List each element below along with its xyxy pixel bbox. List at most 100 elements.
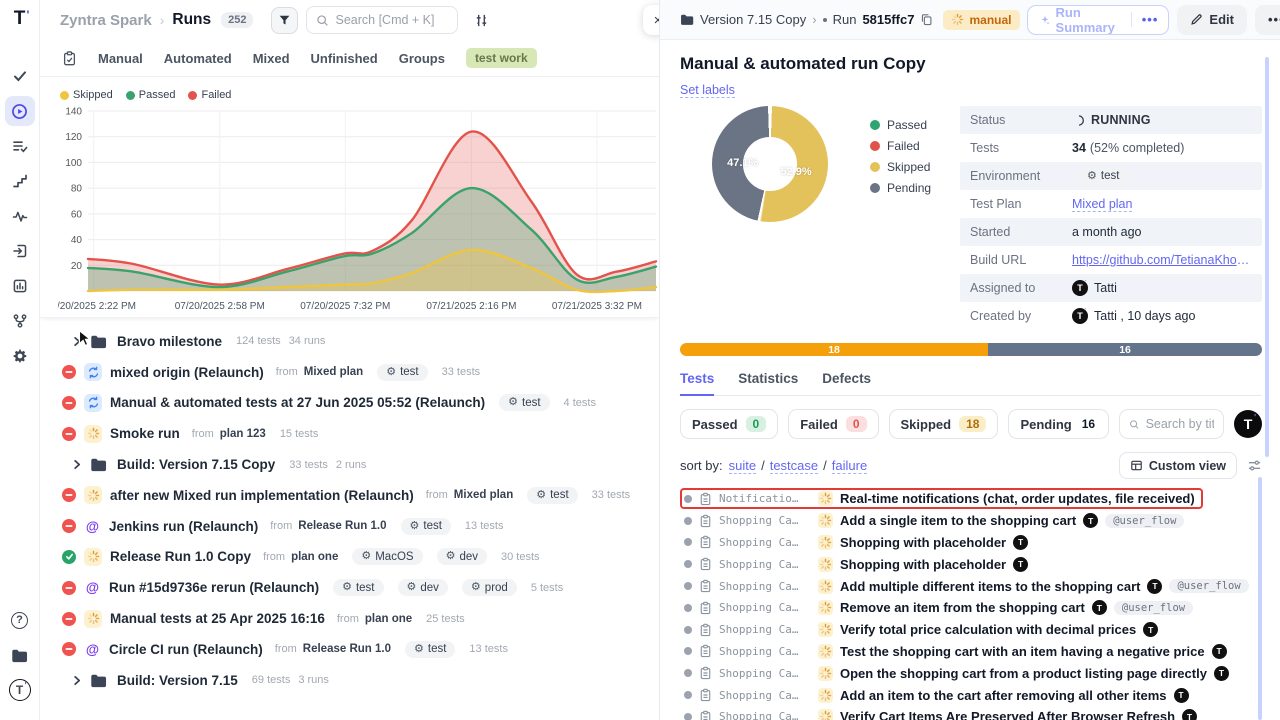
test-row[interactable]: Shopping Ca… Verify Cart Items Are Prese… <box>680 706 1262 720</box>
run-row[interactable]: after new Mixed run implementation (Rela… <box>62 480 659 511</box>
run-row[interactable]: mixed origin (Relaunch) from Mixed plan ⚙ te… <box>62 357 659 388</box>
run-overview: 52.9% 47.1% Passed Failed Skipped Pending St… <box>680 106 1262 330</box>
tab-manual[interactable]: Manual <box>98 50 143 66</box>
sidebar-item-import[interactable] <box>5 236 35 266</box>
folder-icon <box>90 334 107 349</box>
run-plan: plan one <box>291 550 339 563</box>
run-row[interactable]: Manual & automated tests at 27 Jun 2025 … <box>62 388 659 419</box>
test-row[interactable]: Shopping Ca… Open the shopping cart from… <box>680 662 1262 684</box>
set-labels-link[interactable]: Set labels <box>680 83 735 98</box>
run-summary-button[interactable]: Run Summary ••• <box>1026 4 1170 35</box>
view-settings-icon[interactable] <box>1247 458 1262 473</box>
sidebar-item-steps[interactable] <box>5 166 35 196</box>
sort-by-testcase[interactable]: testcase <box>769 457 819 474</box>
copy-icon[interactable] <box>920 13 933 26</box>
detail-tab-defects[interactable]: Defects <box>822 371 872 386</box>
sidebar-item-profile[interactable]: T ' <box>5 675 35 705</box>
svg-text:40: 40 <box>71 235 83 246</box>
tab-automated[interactable]: Automated <box>163 50 232 66</box>
detail-tab-statistics[interactable]: Statistics <box>738 371 799 386</box>
filter-failed-button[interactable]: Failed 0 <box>788 409 879 439</box>
breadcrumb-project[interactable]: Zyntra Spark <box>60 11 152 29</box>
tests-search[interactable] <box>1119 409 1224 439</box>
adjustments-icon[interactable] <box>474 13 489 28</box>
run-folder-row[interactable]: Build: Version 7.15 Copy 33 tests 2 runs <box>62 449 659 480</box>
run-row[interactable]: @ Circle CI run (Relaunch) from Release Run… <box>62 634 659 665</box>
build-url-link[interactable]: https://github.com/TetianaKhomen... <box>1072 253 1252 267</box>
test-row[interactable]: Shopping Ca… Remove an item from the sho… <box>680 597 1262 619</box>
test-row[interactable]: Shopping Ca… Add a single item to the sh… <box>680 510 1262 532</box>
panel-scrollbar[interactable] <box>1265 57 1269 457</box>
run-summary-more-button[interactable]: ••• <box>1130 12 1169 27</box>
environment-badge: ⚙ dev <box>397 579 448 597</box>
manual-test-icon <box>818 534 833 550</box>
sidebar-item-settings[interactable] <box>5 341 35 371</box>
sort-by-suite[interactable]: suite <box>728 457 757 474</box>
run-plan: plan 123 <box>219 427 266 440</box>
run-folder-row[interactable]: Build: Version 7.15 69 tests 3 runs <box>62 665 659 696</box>
sidebar-item-projects[interactable] <box>5 640 35 670</box>
test-row[interactable]: Shopping Ca… Shopping with placeholder T <box>680 532 1262 554</box>
status-value: RUNNING <box>1091 113 1151 127</box>
field-label: Created by <box>970 309 1032 323</box>
tab-unfinished[interactable]: Unfinished <box>310 50 378 66</box>
run-row[interactable]: Release Run 1.0 Copy from plan one ⚙ MacOS ⚙ d… <box>62 542 659 573</box>
sort-by-failure[interactable]: failure <box>831 457 868 474</box>
test-title: Add a single item to the shopping cart <box>840 513 1077 529</box>
breadcrumb-build[interactable]: Version 7.15 Copy <box>700 12 807 27</box>
detail-tab-tests[interactable]: Tests <box>680 371 715 396</box>
chevron-right-icon[interactable] <box>72 675 82 686</box>
test-row[interactable]: Notificatio… Real-time notifications (ch… <box>680 488 1262 510</box>
automated-run-icon: @ <box>85 580 100 596</box>
sidebar-item-results[interactable] <box>5 61 35 91</box>
edit-button[interactable]: Edit <box>1177 4 1247 35</box>
run-row[interactable]: @ Run #15d9736e rerun (Relaunch) ⚙ test ⚙ dev… <box>62 572 659 603</box>
run-row[interactable]: @ Jenkins run (Relaunch) from Release Run 1… <box>62 511 659 542</box>
test-row[interactable]: Shopping Ca… Verify total price calculat… <box>680 619 1262 641</box>
user-avatar-button[interactable]: T ' <box>1234 410 1262 438</box>
test-row[interactable]: Shopping Ca… Test the shopping cart with… <box>680 641 1262 663</box>
filter-pending-button[interactable]: Pending 16 <box>1008 409 1110 439</box>
sidebar-item-test-cases[interactable] <box>5 131 35 161</box>
tab-groups[interactable]: Groups <box>398 50 445 66</box>
filter-button[interactable] <box>271 6 299 34</box>
gear-icon: ⚙ <box>1087 169 1097 182</box>
run-title: Manual & automated run Copy <box>680 54 926 73</box>
sidebar-nav <box>4 56 35 376</box>
assignee-avatar: T <box>1147 578 1163 594</box>
run-folder-row[interactable]: Bravo milestone 124 tests 34 runs <box>62 326 659 357</box>
chevron-right-icon[interactable] <box>72 459 82 470</box>
gear-icon <box>12 348 28 364</box>
sidebar-item-reports[interactable] <box>5 271 35 301</box>
test-row[interactable]: Shopping Ca… Add an item to the cart aft… <box>680 684 1262 706</box>
runs-search[interactable] <box>306 6 459 34</box>
filter-passed-button[interactable]: Passed 0 <box>680 409 779 439</box>
custom-view-button[interactable]: Custom view <box>1118 452 1237 479</box>
sidebar-item-help[interactable]: ? <box>5 605 35 635</box>
tag-test-work[interactable]: test work <box>465 48 537 68</box>
sidebar-item-analytics[interactable] <box>5 201 35 231</box>
test-plan-link[interactable]: Mixed plan <box>1072 196 1133 212</box>
field-row: Environment ⚙ test <box>960 162 1262 190</box>
test-row[interactable]: Shopping Ca… Add multiple different item… <box>680 575 1262 597</box>
clipboard-check-icon[interactable] <box>62 50 77 66</box>
run-id: 5815ffc7 <box>862 12 915 27</box>
close-panel-button[interactable]: × <box>643 5 659 35</box>
test-suite-name: Shopping Ca… <box>719 688 799 702</box>
runs-search-input[interactable] <box>335 13 446 27</box>
app-logo-icon[interactable]: T ' <box>13 8 30 29</box>
test-suite-name: Notificatio… <box>719 492 799 506</box>
run-row[interactable]: Manual tests at 25 Apr 2025 16:16 from pla… <box>62 603 659 634</box>
tab-mixed[interactable]: Mixed <box>252 50 290 66</box>
more-actions-button[interactable]: ••• <box>1254 4 1280 35</box>
sidebar-item-branches[interactable] <box>5 306 35 336</box>
list-scrollbar[interactable] <box>1258 477 1262 720</box>
run-row[interactable]: Smoke run from plan 123 15 tests <box>62 418 659 449</box>
test-row[interactable]: Shopping Ca… Shopping with placeholder T <box>680 553 1262 575</box>
filter-skipped-button[interactable]: Skipped 18 <box>888 409 999 439</box>
sidebar-item-runs[interactable] <box>4 96 35 126</box>
svg-text:07/21/2025 2:16 PM: 07/21/2025 2:16 PM <box>426 301 516 312</box>
runs-panel: Zyntra Spark › Runs 252 × Manual Automate… <box>40 0 660 720</box>
gear-icon: ⚙ <box>361 550 372 563</box>
